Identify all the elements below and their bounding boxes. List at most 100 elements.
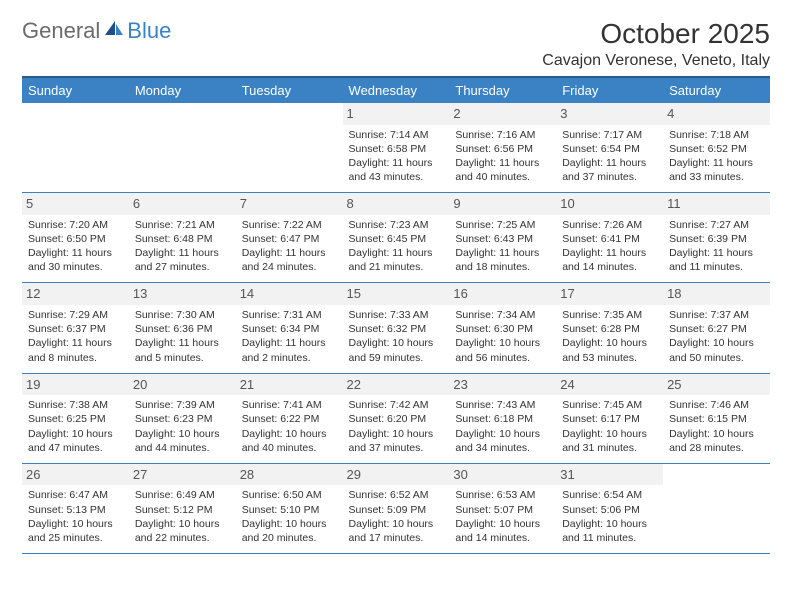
day-daylight: Daylight: 11 hours and 33 minutes.	[669, 156, 764, 184]
weekday-header: Thursday	[449, 77, 556, 103]
day-number: 13	[129, 283, 236, 305]
day-sunrise: Sunrise: 6:52 AM	[349, 488, 444, 502]
day-number: 22	[343, 374, 450, 396]
day-daylight: Daylight: 11 hours and 11 minutes.	[669, 246, 764, 274]
day-daylight: Daylight: 10 hours and 59 minutes.	[349, 336, 444, 364]
calendar-day-cell: 15Sunrise: 7:33 AMSunset: 6:32 PMDayligh…	[343, 283, 450, 373]
day-sunrise: Sunrise: 7:27 AM	[669, 218, 764, 232]
calendar-day-cell: 27Sunrise: 6:49 AMSunset: 5:12 PMDayligh…	[129, 463, 236, 553]
day-sunset: Sunset: 6:47 PM	[242, 232, 337, 246]
calendar-day-cell: 1Sunrise: 7:14 AMSunset: 6:58 PMDaylight…	[343, 103, 450, 193]
day-sunset: Sunset: 6:48 PM	[135, 232, 230, 246]
day-daylight: Daylight: 11 hours and 40 minutes.	[455, 156, 550, 184]
day-daylight: Daylight: 10 hours and 53 minutes.	[562, 336, 657, 364]
day-daylight: Daylight: 10 hours and 14 minutes.	[455, 517, 550, 545]
day-number	[663, 464, 770, 468]
day-daylight: Daylight: 10 hours and 37 minutes.	[349, 427, 444, 455]
title-block: October 2025 Cavajon Veronese, Veneto, I…	[542, 18, 770, 70]
day-number: 2	[449, 103, 556, 125]
day-number: 12	[22, 283, 129, 305]
day-daylight: Daylight: 10 hours and 20 minutes.	[242, 517, 337, 545]
day-daylight: Daylight: 10 hours and 25 minutes.	[28, 517, 123, 545]
day-sunset: Sunset: 6:32 PM	[349, 322, 444, 336]
day-sunset: Sunset: 6:20 PM	[349, 412, 444, 426]
day-number: 20	[129, 374, 236, 396]
day-daylight: Daylight: 10 hours and 11 minutes.	[562, 517, 657, 545]
calendar-day-cell: 12Sunrise: 7:29 AMSunset: 6:37 PMDayligh…	[22, 283, 129, 373]
day-sunset: Sunset: 5:13 PM	[28, 503, 123, 517]
day-sunrise: Sunrise: 7:18 AM	[669, 128, 764, 142]
day-sunset: Sunset: 6:41 PM	[562, 232, 657, 246]
weekday-header: Tuesday	[236, 77, 343, 103]
day-sunrise: Sunrise: 7:16 AM	[455, 128, 550, 142]
calendar-day-cell: 31Sunrise: 6:54 AMSunset: 5:06 PMDayligh…	[556, 463, 663, 553]
weekday-header: Wednesday	[343, 77, 450, 103]
weekday-header: Friday	[556, 77, 663, 103]
calendar-day-cell: 11Sunrise: 7:27 AMSunset: 6:39 PMDayligh…	[663, 193, 770, 283]
logo-text-general: General	[22, 18, 100, 44]
day-sunrise: Sunrise: 7:17 AM	[562, 128, 657, 142]
day-sunrise: Sunrise: 7:39 AM	[135, 398, 230, 412]
day-sunrise: Sunrise: 7:46 AM	[669, 398, 764, 412]
day-number	[236, 103, 343, 107]
logo: General Blue	[22, 18, 171, 44]
day-sunset: Sunset: 6:17 PM	[562, 412, 657, 426]
day-daylight: Daylight: 11 hours and 14 minutes.	[562, 246, 657, 274]
day-number: 4	[663, 103, 770, 125]
day-daylight: Daylight: 11 hours and 2 minutes.	[242, 336, 337, 364]
day-daylight: Daylight: 10 hours and 40 minutes.	[242, 427, 337, 455]
calendar-day-cell: 4Sunrise: 7:18 AMSunset: 6:52 PMDaylight…	[663, 103, 770, 193]
day-number: 11	[663, 193, 770, 215]
calendar-day-cell: 23Sunrise: 7:43 AMSunset: 6:18 PMDayligh…	[449, 373, 556, 463]
calendar-day-cell	[663, 463, 770, 553]
day-sunrise: Sunrise: 7:41 AM	[242, 398, 337, 412]
day-sunrise: Sunrise: 7:20 AM	[28, 218, 123, 232]
day-sunset: Sunset: 6:27 PM	[669, 322, 764, 336]
day-sunrise: Sunrise: 6:50 AM	[242, 488, 337, 502]
weekday-header-row: Sunday Monday Tuesday Wednesday Thursday…	[22, 77, 770, 103]
day-sunset: Sunset: 5:06 PM	[562, 503, 657, 517]
logo-text-blue: Blue	[127, 18, 171, 44]
day-sunset: Sunset: 5:09 PM	[349, 503, 444, 517]
calendar-day-cell: 24Sunrise: 7:45 AMSunset: 6:17 PMDayligh…	[556, 373, 663, 463]
day-sunset: Sunset: 6:28 PM	[562, 322, 657, 336]
day-number: 16	[449, 283, 556, 305]
day-sunset: Sunset: 6:30 PM	[455, 322, 550, 336]
day-sunset: Sunset: 6:45 PM	[349, 232, 444, 246]
day-daylight: Daylight: 10 hours and 44 minutes.	[135, 427, 230, 455]
day-number: 19	[22, 374, 129, 396]
calendar-day-cell: 13Sunrise: 7:30 AMSunset: 6:36 PMDayligh…	[129, 283, 236, 373]
day-number: 25	[663, 374, 770, 396]
calendar-day-cell: 22 Sunrise: 7:42 AMSunset: 6:20 PMDayligh…	[343, 373, 450, 463]
day-sunrise: Sunrise: 7:29 AM	[28, 308, 123, 322]
location: Cavajon Veronese, Veneto, Italy	[542, 52, 770, 70]
day-number: 29	[343, 464, 450, 486]
calendar-day-cell: 9Sunrise: 7:25 AMSunset: 6:43 PMDaylight…	[449, 193, 556, 283]
day-sunset: Sunset: 6:50 PM	[28, 232, 123, 246]
header: General Blue October 2025 Cavajon Verone…	[22, 18, 770, 70]
day-number: 6	[129, 193, 236, 215]
day-number	[22, 103, 129, 107]
calendar-day-cell	[236, 103, 343, 193]
day-sunrise: Sunrise: 7:21 AM	[135, 218, 230, 232]
day-sunrise: Sunrise: 7:42 AM	[349, 398, 444, 412]
calendar-day-cell: 5Sunrise: 7:20 AMSunset: 6:50 PMDaylight…	[22, 193, 129, 283]
day-daylight: Daylight: 11 hours and 24 minutes.	[242, 246, 337, 274]
day-number: 31	[556, 464, 663, 486]
day-daylight: Daylight: 10 hours and 47 minutes.	[28, 427, 123, 455]
calendar-day-cell: 26Sunrise: 6:47 AMSunset: 5:13 PMDayligh…	[22, 463, 129, 553]
day-sunrise: Sunrise: 6:53 AM	[455, 488, 550, 502]
day-daylight: Daylight: 10 hours and 28 minutes.	[669, 427, 764, 455]
day-sunset: Sunset: 6:36 PM	[135, 322, 230, 336]
day-sunrise: Sunrise: 7:22 AM	[242, 218, 337, 232]
weekday-header: Monday	[129, 77, 236, 103]
month-title: October 2025	[542, 18, 770, 50]
day-sunrise: Sunrise: 7:35 AM	[562, 308, 657, 322]
day-sunset: Sunset: 6:34 PM	[242, 322, 337, 336]
weekday-header: Saturday	[663, 77, 770, 103]
day-number: 26	[22, 464, 129, 486]
day-sunrise: Sunrise: 7:38 AM	[28, 398, 123, 412]
day-daylight: Daylight: 10 hours and 22 minutes.	[135, 517, 230, 545]
day-number: 8	[343, 193, 450, 215]
day-number: 15	[343, 283, 450, 305]
